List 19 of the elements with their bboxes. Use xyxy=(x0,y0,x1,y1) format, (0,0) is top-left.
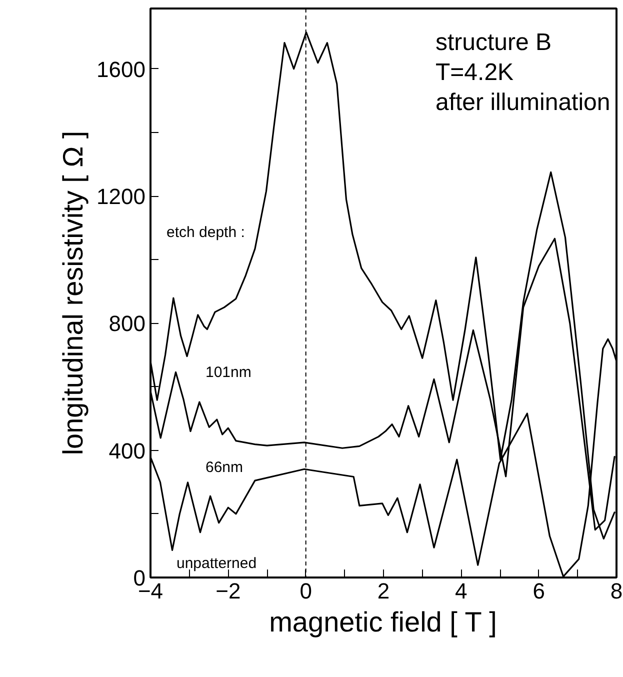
x-tick-label: 4 xyxy=(455,578,468,604)
y-axis-title: longitudinal resistivity [ Ω ] xyxy=(58,130,89,456)
y-tick-label: 400 xyxy=(108,438,146,464)
annotation: after illumination xyxy=(436,89,610,116)
annotation: structure B xyxy=(436,29,552,56)
x-tick-label: 2 xyxy=(377,578,390,604)
y-tick-label: 800 xyxy=(108,311,146,336)
x-axis-title: magnetic field [ T ] xyxy=(269,606,497,638)
annotation: etch depth : xyxy=(166,224,245,241)
y-tick-label: 1600 xyxy=(96,56,146,82)
x-tick-label: −2 xyxy=(216,578,241,604)
x-tick-label: 0 xyxy=(300,578,312,604)
annotation: unpatterned xyxy=(176,555,257,572)
annotation: 101nm xyxy=(206,364,252,381)
y-tick-label: 1200 xyxy=(96,184,146,210)
annotation: T=4.2K xyxy=(436,59,514,86)
annotation: 66nm xyxy=(206,459,244,476)
x-tick-label: 8 xyxy=(610,578,623,604)
x-tick-label: 6 xyxy=(532,578,545,604)
